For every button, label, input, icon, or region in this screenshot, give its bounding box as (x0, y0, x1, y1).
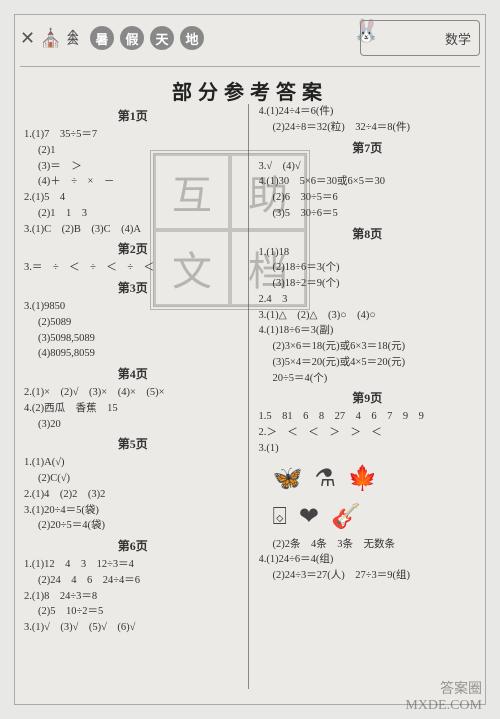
gourd-icon: 🎸 (331, 499, 361, 535)
p8-l7: (2)3×6＝18(元)或6×3＝18(元) (259, 339, 477, 355)
left-column: 第1页 1.(1)7 35÷5＝7 (2)1 (3)＝ ＞ (4)＋ ÷ × －… (24, 104, 248, 689)
p8-l4: 2.4 3 (259, 292, 477, 308)
p3-l1: 3.(1)9850 (24, 299, 242, 315)
dragonfly-icon: ⌺ (273, 499, 287, 535)
p9-l2: 2.＞ ＜ ＜ ＞ ＞ ＜ (259, 425, 477, 441)
p7-l1: 3.√ (4)√ (259, 159, 477, 175)
p9-l1: 1.5 81 6 8 27 4 6 7 9 9 (259, 409, 477, 425)
p1-l5: 2.(1)5 4 (24, 190, 242, 206)
p6-l1: 1.(1)12 4 3 12÷3＝4 (24, 557, 242, 573)
p9-shapes-legend: (2)2条 4条 3条 无数条 (259, 537, 477, 553)
p5-l1: 1.(1)A(√) (24, 455, 242, 471)
p6-l4: (2)5 10÷2＝5 (24, 604, 242, 620)
p6-l2: (2)24 4 6 24÷4＝6 (24, 573, 242, 589)
c6-l2: (2)24÷8＝32(粒) 32÷4＝8(件) (259, 120, 477, 136)
shape-row-2: ⌺ ❤ 🎸 (259, 499, 477, 537)
bubble-3: 天 (150, 26, 174, 50)
butterfly-icon: 🦋 (273, 461, 303, 497)
p1-l7: 3.(1)C (2)B (3)C (4)A (24, 222, 242, 238)
p6-l5: 3.(1)√ (3)√ (5)√ (6)√ (24, 620, 242, 636)
p8-l6: 4.(1)18÷6＝3(副) (259, 323, 477, 339)
p4-l2: 4.(2)西瓜 香蕉 15 (24, 401, 242, 417)
p8-l9: 20÷5＝4(个) (259, 371, 477, 387)
header-title-bubbles: 暑 假 天 地 (90, 26, 204, 50)
p9-l3: 3.(1) (259, 441, 477, 457)
p5-l5: (2)20÷5＝4(袋) (24, 518, 242, 534)
p7-l2: 4.(1)30 5×6＝30或6×5＝30 (259, 174, 477, 190)
p1-l1: 1.(1)7 35÷5＝7 (24, 127, 242, 143)
subject-box: 数学 (360, 20, 480, 56)
page7-head: 第7页 (259, 139, 477, 157)
bubble-4: 地 (180, 26, 204, 50)
p5-l2: (2)C(√) (24, 471, 242, 487)
p8-l1: 1.(1)18 (259, 245, 477, 261)
page4-head: 第4页 (24, 365, 242, 383)
p7-l4: (3)5 30÷6＝5 (259, 206, 477, 222)
p8-l2: (2)18÷6＝3(个) (259, 260, 477, 276)
venn-icon: ⚗ (314, 461, 336, 497)
footer-watermark: 答案圈 MXDE.COM (405, 682, 482, 713)
p8-l5: 3.(1)△ (2)△ (3)○ (4)○ (259, 308, 477, 324)
p4-l1: 2.(1)× (2)√ (3)× (4)× (5)× (24, 385, 242, 401)
p1-l3: (3)＝ ＞ (24, 159, 242, 175)
p5-l3: 2.(1)4 (2)2 (3)2 (24, 487, 242, 503)
page1-head: 第1页 (24, 107, 242, 125)
page2-head: 第2页 (24, 240, 242, 258)
page6-head: 第6页 (24, 537, 242, 555)
page5-head: 第5页 (24, 435, 242, 453)
p1-l2: (2)1 (24, 143, 242, 159)
p2-l1: 3.＝ ÷ ＜ ÷ ＜ ÷ ＜ (24, 260, 242, 276)
page-header: ✕ ⛪ 𖠰 暑 假 天 地 🐰 数学 (20, 20, 480, 64)
leaf-icon: 🍁 (348, 461, 378, 497)
p1-l4: (4)＋ ÷ × － (24, 174, 242, 190)
p1-l6: (2)1 1 3 (24, 206, 242, 222)
p6-l3: 2.(1)8 24÷3＝8 (24, 589, 242, 605)
p9-l4b: (2)24÷3＝27(人) 27÷3＝9(组) (259, 568, 477, 584)
header-divider (20, 66, 480, 67)
content-columns: 第1页 1.(1)7 35÷5＝7 (2)1 (3)＝ ＞ (4)＋ ÷ × －… (24, 104, 476, 689)
header-left-deco: ✕ ⛪ 𖠰 (20, 26, 79, 50)
p8-l3: (3)18÷2＝9(个) (259, 276, 477, 292)
p8-l8: (3)5×4＝20(元)或4×5＝20(元) (259, 355, 477, 371)
footer-wm-2: MXDE.COM (405, 698, 482, 713)
page3-head: 第3页 (24, 279, 242, 297)
p3-l4: (4)8095,8059 (24, 346, 242, 362)
footer-wm-1: 答案圈 (405, 682, 482, 697)
p7-l3: (2)6 30÷5＝6 (259, 190, 477, 206)
heart-icon: ❤ (299, 499, 319, 535)
subject-label: 数学 (445, 29, 471, 48)
main-title: 部分参考答案 (0, 76, 500, 105)
p3-l2: (2)5089 (24, 315, 242, 331)
p3-l3: (3)5098,5089 (24, 331, 242, 347)
p5-l4: 3.(1)20÷4＝5(袋) (24, 503, 242, 519)
bubble-1: 暑 (90, 26, 114, 50)
page9-head: 第9页 (259, 389, 477, 407)
shape-row-1: 🦋 ⚗ 🍁 (259, 457, 477, 499)
right-column: 4.(1)24÷4＝6(件) (2)24÷8＝32(粒) 32÷4＝8(件) 第… (248, 104, 477, 689)
page8-head: 第8页 (259, 225, 477, 243)
p4-l3: (3)20 (24, 417, 242, 433)
bubble-2: 假 (120, 26, 144, 50)
c6-l1: 4.(1)24÷4＝6(件) (259, 104, 477, 120)
p9-l4a: 4.(1)24÷6＝4(组) (259, 552, 477, 568)
